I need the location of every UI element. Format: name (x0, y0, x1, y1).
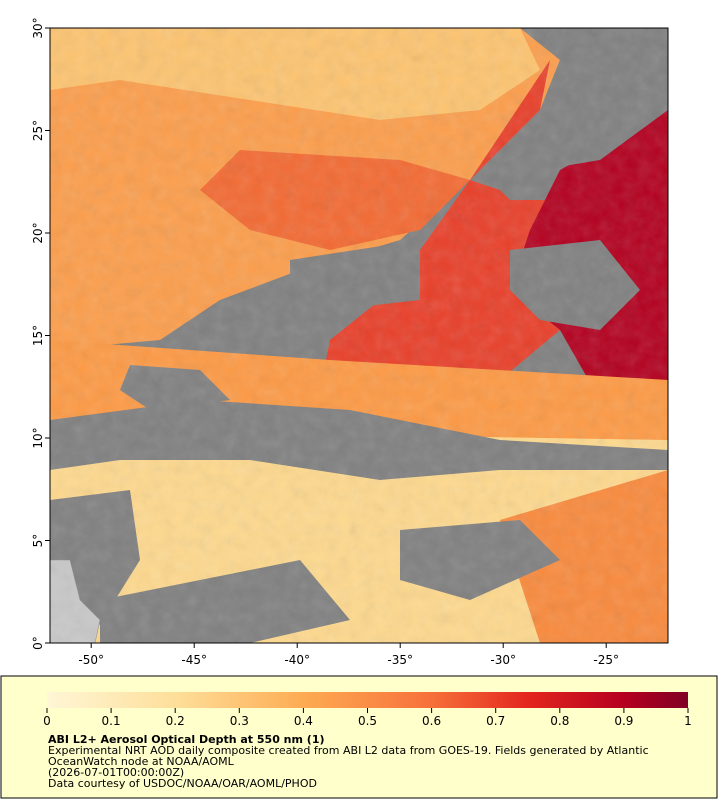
colorbar-tick-label: 0.8 (550, 714, 569, 728)
caption-line: (2026-07-01T00:00:00Z) (48, 766, 184, 779)
colorbar-tick-label: 0.6 (422, 714, 441, 728)
caption-title: ABI L2+ Aerosol Optical Depth at 550 nm … (48, 733, 325, 746)
aod-field (50, 28, 668, 643)
y-tick-label: 25° (31, 120, 45, 141)
texture (50, 28, 668, 643)
caption-line: OceanWatch node at NOAA/AOML (48, 755, 235, 768)
colorbar-tick-label: 0 (43, 714, 51, 728)
colorbar (47, 692, 688, 708)
caption-line: Data courtesy of USDOC/NOAA/OAR/AOML/PHO… (48, 777, 317, 790)
x-tick-label: -35° (387, 653, 413, 667)
colorbar-tick-label: 0.4 (294, 714, 313, 728)
x-tick-label: -25° (593, 653, 619, 667)
y-tick-label: 15° (31, 325, 45, 346)
colorbar-tick-label: 0.2 (166, 714, 185, 728)
x-tick-label: -40° (284, 653, 310, 667)
colorbar-tick-label: 0.9 (614, 714, 633, 728)
y-tick-label: 30° (31, 17, 45, 38)
caption-line: Experimental NRT AOD daily composite cre… (48, 744, 649, 757)
y-tick-label: 20° (31, 222, 45, 243)
y-tick-label: 0° (31, 636, 45, 650)
colorbar-tick-label: 1 (684, 714, 692, 728)
x-tick-label: -45° (181, 653, 207, 667)
colorbar-tick-label: 0.3 (230, 714, 249, 728)
y-tick-label: 10° (31, 427, 45, 448)
x-tick-label: -50° (78, 653, 104, 667)
colorbar-tick-label: 0.7 (486, 714, 505, 728)
colorbar-tick-label: 0.5 (358, 714, 377, 728)
y-tick-label: 5° (31, 534, 45, 548)
x-tick-label: -30° (490, 653, 516, 667)
colorbar-tick-label: 0.1 (102, 714, 121, 728)
